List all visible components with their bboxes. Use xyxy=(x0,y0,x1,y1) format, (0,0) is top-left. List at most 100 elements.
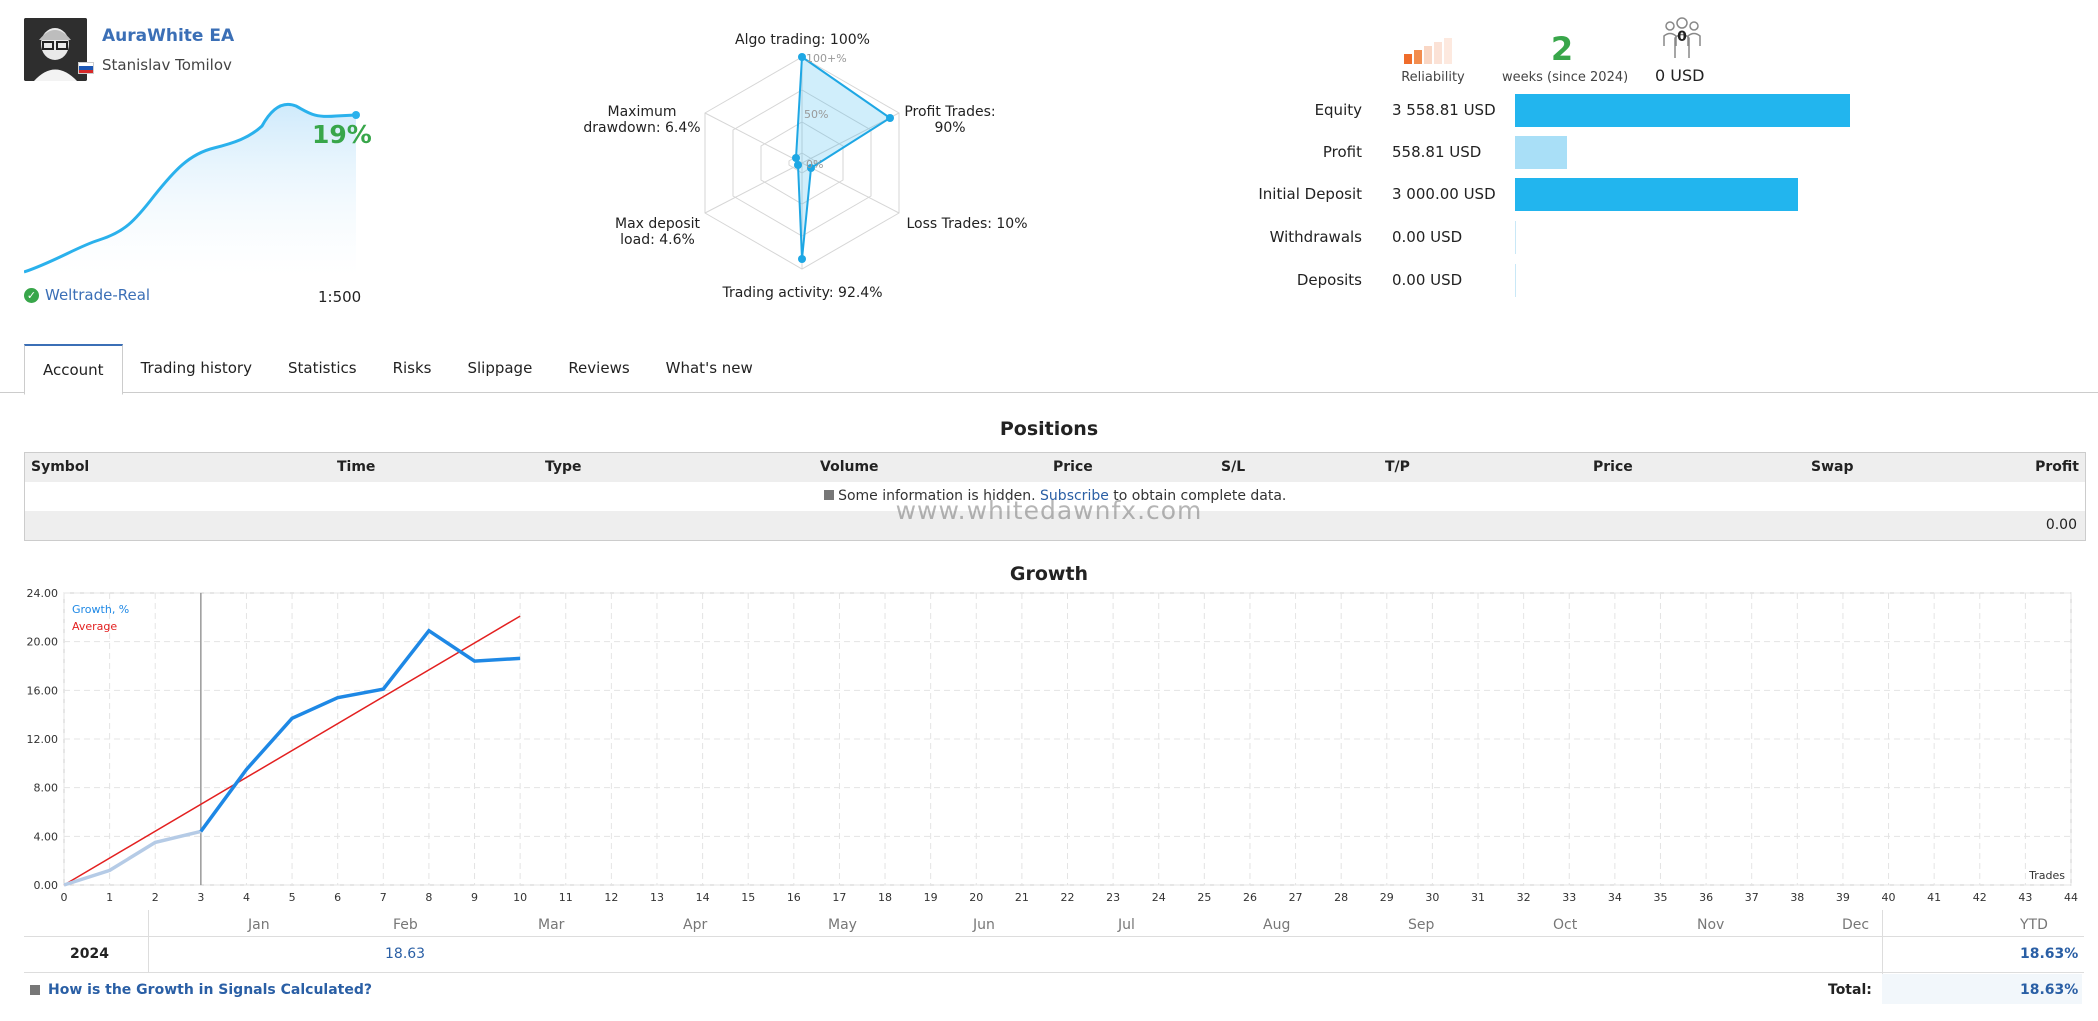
subscribe-link[interactable]: Subscribe xyxy=(1040,488,1109,504)
tab-whats-new[interactable]: What's new xyxy=(665,359,753,377)
x-tick-label: 11 xyxy=(559,891,573,904)
x-tick-label: 5 xyxy=(289,891,296,904)
x-tick-label: 14 xyxy=(696,891,710,904)
tab-trading-history[interactable]: Trading history xyxy=(140,359,252,377)
x-tick-label: 1 xyxy=(106,891,113,904)
growth-calc-link-text[interactable]: How is the Growth in Signals Calculated? xyxy=(48,982,372,998)
summary-row: Equity 3 558.81 USD xyxy=(1200,93,1542,127)
radar-label-drawdown: Maximum drawdown: 6.4% xyxy=(583,104,701,136)
x-tick-label: 28 xyxy=(1334,891,1348,904)
y-tick-label: 4.00 xyxy=(34,830,59,843)
month-label: Jul xyxy=(1118,917,1135,933)
x-tick-label: 10 xyxy=(513,891,527,904)
month-label: Apr xyxy=(683,917,708,933)
tabs-divider xyxy=(0,392,2098,393)
ytd-value: 18.63% xyxy=(2020,946,2079,962)
col-tp: T/P xyxy=(1385,459,1410,475)
summary-bar xyxy=(1515,264,1516,297)
growth-title: Growth xyxy=(1009,563,1089,585)
y-tick-label: 16.00 xyxy=(27,684,59,697)
avatar[interactable] xyxy=(24,18,87,81)
radar-chart: 100+% 50% 0% xyxy=(704,52,900,270)
summary-label: Withdrawals xyxy=(1269,228,1362,246)
broker-link[interactable]: ✓ Weltrade-Real xyxy=(24,286,150,304)
watermark: www.whitedawnfx.com xyxy=(895,496,1203,525)
weeks-count: 2 xyxy=(1550,30,1574,68)
summary-row: Profit 558.81 USD xyxy=(1200,135,1542,169)
month-label: May xyxy=(828,917,857,933)
y-tick-label: 12.00 xyxy=(27,733,59,746)
x-tick-label: 12 xyxy=(604,891,618,904)
x-tick-label: 37 xyxy=(1745,891,1759,904)
month-label: Jan xyxy=(248,917,270,933)
growth-line-history xyxy=(63,829,202,887)
x-tick-label: 3 xyxy=(197,891,204,904)
x-tick-label: 38 xyxy=(1790,891,1804,904)
summary-row: Initial Deposit 3 000.00 USD xyxy=(1200,177,1542,211)
col-price-current: Price xyxy=(1593,459,1633,475)
hidden-info-row: Some information is hidden. Subscribe to… xyxy=(25,482,2085,511)
signal-name[interactable]: AuraWhite EA xyxy=(102,26,235,46)
subscribers-funds: 0 USD xyxy=(1655,66,1705,85)
hidden-info-text: Some information is hidden. xyxy=(838,488,1036,504)
tab-slippage[interactable]: Slippage xyxy=(467,359,533,377)
col-profit: Profit xyxy=(2035,459,2079,475)
summary-bar xyxy=(1515,221,1516,254)
month-label: Aug xyxy=(1263,917,1291,933)
subscribers-icon[interactable]: 0 xyxy=(1660,16,1704,60)
tab-reviews[interactable]: Reviews xyxy=(568,359,630,377)
summary-label: Initial Deposit xyxy=(1258,185,1362,203)
x-tick-label: 25 xyxy=(1197,891,1211,904)
month-label: Feb xyxy=(393,917,418,933)
month-label: Oct xyxy=(1553,917,1578,933)
total-label: Total: xyxy=(1828,982,1872,998)
x-tick-label: 41 xyxy=(1927,891,1941,904)
total-row-bg xyxy=(1882,974,2082,1004)
tab-account[interactable]: Account xyxy=(24,344,123,395)
x-tick-label: 8 xyxy=(425,891,432,904)
x-tick-label: 36 xyxy=(1699,891,1713,904)
col-swap: Swap xyxy=(1811,459,1854,475)
leverage: 1:500 xyxy=(318,288,362,306)
col-price-open: Price xyxy=(1053,459,1093,475)
radar-scale-top: 100+% xyxy=(806,52,847,65)
radar-label-activity: Trading activity: 92.4% xyxy=(722,285,883,301)
col-type: Type xyxy=(545,459,582,475)
x-tick-label: 42 xyxy=(1973,891,1987,904)
summary-label: Equity xyxy=(1314,101,1362,119)
month-label: Mar xyxy=(538,917,565,933)
positions-total-row: 0.00 xyxy=(25,511,2085,540)
x-tick-label: 23 xyxy=(1106,891,1120,904)
tab-risks[interactable]: Risks xyxy=(392,359,432,377)
author-name[interactable]: Stanislav Tomilov xyxy=(102,56,232,74)
col-time: Time xyxy=(337,459,376,475)
x-tick-label: 21 xyxy=(1015,891,1029,904)
summary-row: Deposits 0.00 USD xyxy=(1200,263,1542,297)
growth-calc-link[interactable]: How is the Growth in Signals Calculated? xyxy=(30,982,372,998)
radar-label-algo: Algo trading: 100% xyxy=(735,32,870,48)
info-icon xyxy=(30,985,40,995)
hidden-info-suffix: to obtain complete data. xyxy=(1113,488,1287,504)
reliability-label: Reliability xyxy=(1401,70,1465,85)
tab-statistics[interactable]: Statistics xyxy=(287,359,357,377)
growth-line xyxy=(199,628,521,833)
average-line xyxy=(63,615,521,886)
x-tick-label: 35 xyxy=(1653,891,1667,904)
positions-header-row: Symbol Time Type Volume Price S/L T/P Pr… xyxy=(25,453,2085,482)
x-tick-label: 2 xyxy=(152,891,159,904)
subscribers-count: 0 xyxy=(1677,29,1687,45)
col-symbol: Symbol xyxy=(31,459,90,475)
summary-row: Withdrawals 0.00 USD xyxy=(1200,220,1542,254)
broker-name[interactable]: Weltrade-Real xyxy=(45,286,151,304)
tab-bar: Account Trading history Statistics Risks… xyxy=(24,344,771,395)
summary-value: 3 000.00 USD xyxy=(1392,185,1496,203)
info-icon xyxy=(823,490,834,500)
reliability-icon[interactable] xyxy=(1404,36,1462,66)
x-tick-label: 20 xyxy=(969,891,983,904)
x-tick-label: 7 xyxy=(380,891,387,904)
feb-growth-value[interactable]: 18.63 xyxy=(385,946,426,962)
radar-label-profit-trades: Profit Trades: 90% xyxy=(904,104,996,136)
total-value: 18.63% xyxy=(2020,982,2079,998)
x-tick-label: 40 xyxy=(1882,891,1896,904)
positions-table: Symbol Time Type Volume Price S/L T/P Pr… xyxy=(24,452,2086,541)
